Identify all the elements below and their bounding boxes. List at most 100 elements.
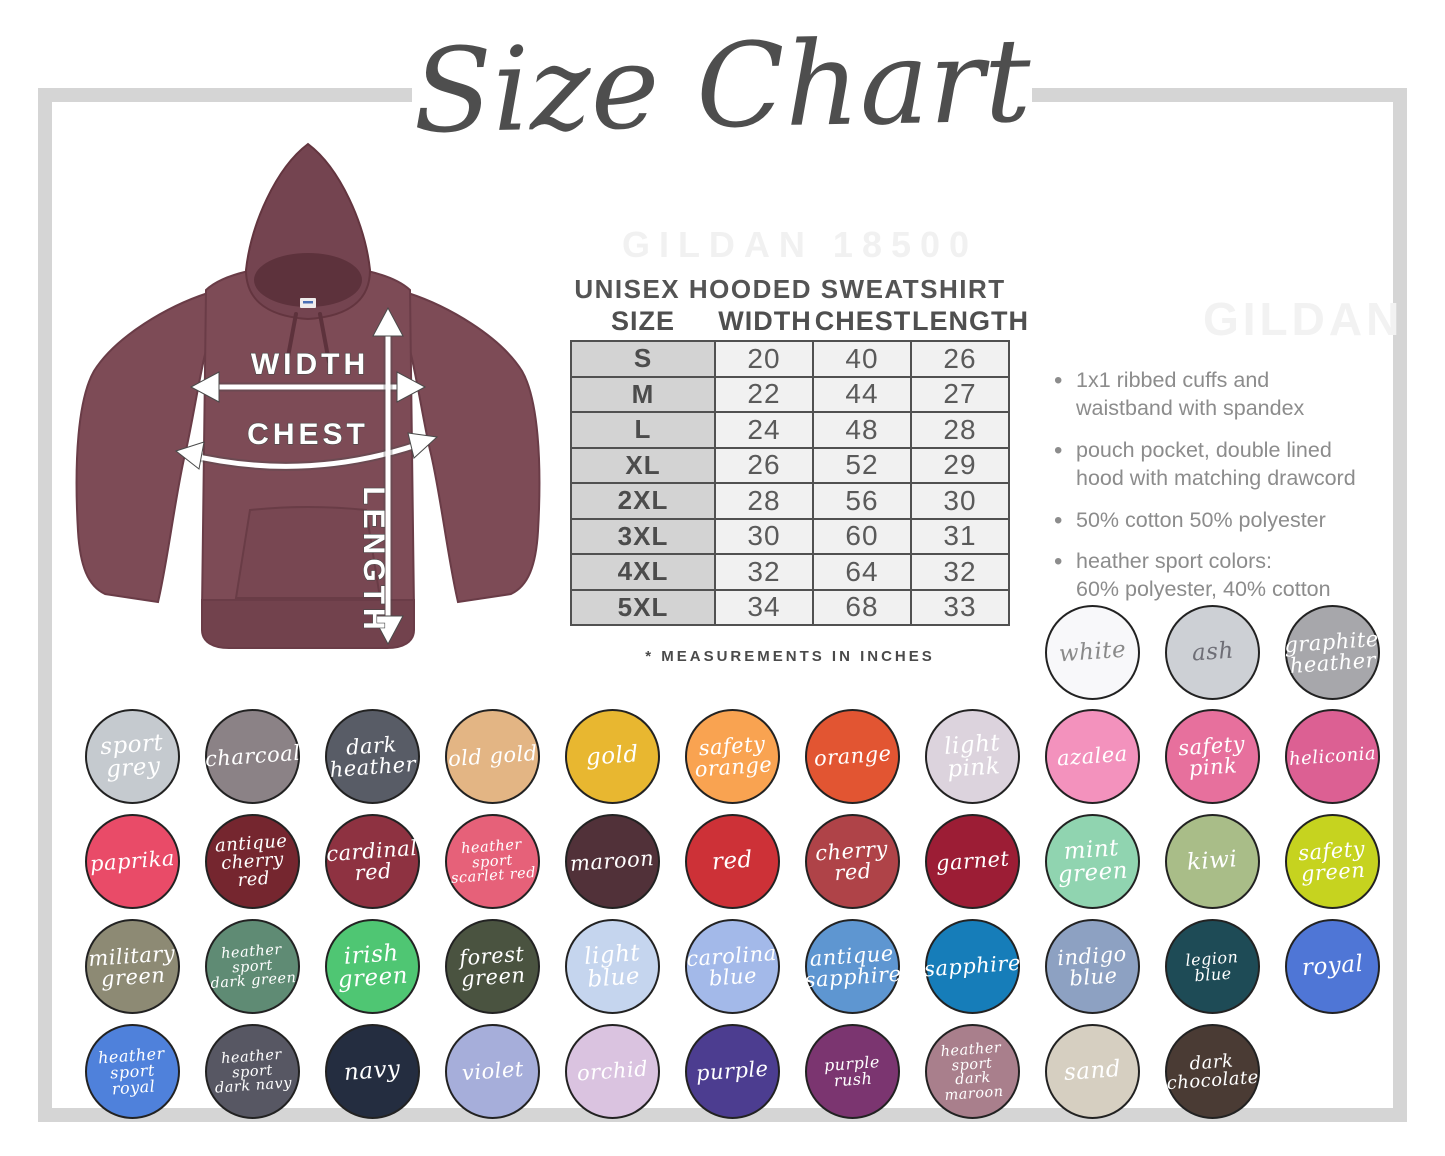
chest-cell: 52: [812, 446, 912, 484]
color-swatch-label: graphite heather: [1283, 626, 1380, 678]
col-header-length: LENGTH: [912, 306, 1029, 336]
title-box: Size Chart: [412, 0, 1032, 172]
color-swatch-red: red: [685, 814, 780, 909]
hoodie-pocket: [234, 506, 382, 599]
color-swatch-orchid: orchid: [565, 1024, 660, 1119]
color-swatch-indigo-blue: indigo blue: [1045, 919, 1140, 1014]
color-swatch-label: mint green: [1057, 834, 1130, 888]
color-swatch-safety-green: safety green: [1285, 814, 1380, 909]
size-cell: S: [570, 340, 716, 378]
width-cell: 28: [714, 482, 814, 520]
color-swatch-label: gold: [585, 741, 640, 771]
color-swatch-label: red: [711, 846, 754, 876]
color-swatch-antique-sapphire: antique sapphire: [804, 919, 902, 1014]
color-swatch-label: violet: [460, 1056, 525, 1086]
size-cell: M: [570, 375, 716, 413]
size-row-3xl: 3XL 30 60 31: [570, 517, 1010, 555]
color-swatch-label: safety pink: [1177, 731, 1246, 781]
color-swatch-old-gold: old gold: [445, 709, 540, 804]
color-swatch-label: light blue: [582, 939, 641, 993]
color-swatch-label: dark chocolate: [1166, 1050, 1260, 1094]
length-cell: 31: [910, 517, 1010, 555]
color-swatch-maroon: maroon: [565, 814, 660, 909]
color-swatch-label: heather sport dark navy: [214, 1046, 293, 1097]
color-swatch-label: safety orange: [693, 731, 773, 782]
chest-cell: 44: [812, 375, 912, 413]
hoodie-measurement-diagram: WIDTH CHEST LENGTH: [75, 142, 541, 649]
color-swatch-label: navy: [343, 1056, 402, 1086]
color-swatch-gold: gold: [565, 709, 660, 804]
size-cell: 4XL: [570, 553, 716, 591]
color-swatch-sport-grey: sport grey: [85, 709, 180, 804]
length-cell: 32: [910, 553, 1010, 591]
color-swatch-cherry-red: cherry red: [805, 814, 900, 909]
color-swatch-heather-sport-dark-maroon: heather sport dark maroon: [925, 1024, 1020, 1119]
color-swatch-charcoal: charcoal: [203, 709, 301, 804]
size-table-body: S 20 40 26 M 22 44 27 L 24 48 28 XL 26 52 29 2XL 28 56 30 3X…: [570, 340, 1010, 626]
color-swatch-label: cardinal red: [325, 835, 419, 885]
col-header-size: SIZE: [610, 306, 675, 336]
size-cell: XL: [570, 446, 716, 484]
color-swatch-sapphire: sapphire: [923, 919, 1022, 1014]
color-swatch-garnet: garnet: [925, 814, 1020, 909]
color-swatch-label: charcoal: [203, 740, 301, 772]
width-label: WIDTH: [251, 348, 369, 381]
size-cell: 3XL: [570, 517, 716, 555]
neck-tag-print: [303, 301, 313, 304]
color-swatch-label: white: [1058, 636, 1127, 668]
color-swatch-navy: navy: [325, 1024, 420, 1119]
length-cell: 33: [910, 588, 1010, 626]
feature-item: 50% cotton 50% polyester: [1052, 504, 1404, 536]
hood-opening: [254, 253, 362, 307]
swatch-row-4: heather sport royal heather sport dark na…: [85, 1024, 1260, 1119]
color-swatch-heather-sport-royal: heather sport royal: [85, 1024, 180, 1119]
color-swatch-dark-chocolate: dark chocolate: [1165, 1024, 1260, 1119]
color-swatch-royal: royal: [1285, 919, 1380, 1014]
color-swatch-label: indigo blue: [1056, 941, 1128, 991]
color-swatch-label: purple: [695, 1056, 770, 1086]
chest-arrow: [174, 432, 439, 471]
color-swatch-label: legion blue: [1184, 946, 1239, 985]
length-cell: 27: [910, 375, 1010, 413]
color-swatch-legion-blue: legion blue: [1165, 919, 1260, 1014]
size-cell: 2XL: [570, 482, 716, 520]
measurements-footnote: * MEASUREMENTS IN INCHES: [645, 648, 935, 665]
color-swatch-label: military green: [87, 940, 176, 991]
size-row-m: M 22 44 27: [570, 375, 1010, 413]
chest-cell: 56: [812, 482, 912, 520]
size-row-5xl: 5XL 34 68 33: [570, 588, 1010, 626]
hoodie-left-sleeve: [75, 291, 209, 604]
feature-item: heather sport colors: 60% polyester, 40%…: [1052, 546, 1404, 604]
color-swatch-white: white: [1045, 605, 1140, 700]
color-swatch-azalea: azalea: [1045, 709, 1140, 804]
color-swatch-mint-green: mint green: [1045, 814, 1140, 909]
color-swatch-label: heather sport dark green: [210, 941, 297, 992]
chest-cell: 64: [812, 553, 912, 591]
color-swatch-safety-pink: safety pink: [1165, 709, 1260, 804]
width-cell: 26: [714, 446, 814, 484]
color-swatch-label: kiwi: [1186, 846, 1239, 876]
gildan-18500-watermark: GILDAN 18500: [621, 224, 979, 265]
color-swatch-ash: ash: [1165, 605, 1260, 700]
color-swatch-label: azalea: [1056, 741, 1129, 771]
chest-cell: 48: [812, 411, 912, 449]
color-swatch-purple: purple: [685, 1024, 780, 1119]
color-swatch-label: orange: [812, 741, 893, 771]
color-swatch-heliconia: heliconia: [1285, 709, 1380, 804]
color-swatch-graphite-heather: graphite heather: [1283, 605, 1380, 700]
gildan-watermark: GILDAN: [1203, 293, 1404, 345]
size-row-2xl: 2XL 28 56 30: [570, 482, 1010, 520]
color-swatch-label: sand: [1063, 1056, 1122, 1086]
color-swatch-antique-cherry-red: antique cherry red: [205, 814, 300, 909]
size-row-xl: XL 26 52 29: [570, 446, 1010, 484]
width-arrow: [189, 371, 427, 403]
chest-label: CHEST: [247, 418, 369, 451]
swatch-row-2: paprika antique cherry red cardinal red hea…: [85, 814, 1380, 909]
color-swatch-label: cherry red: [814, 836, 889, 885]
product-name: UNISEX HOODED SWEATSHIRT: [574, 274, 1006, 304]
drawcord-left: [285, 312, 298, 364]
color-swatch-paprika: paprika: [85, 814, 180, 909]
chest-cell: 40: [812, 340, 912, 378]
color-swatch-sand: sand: [1045, 1024, 1140, 1119]
